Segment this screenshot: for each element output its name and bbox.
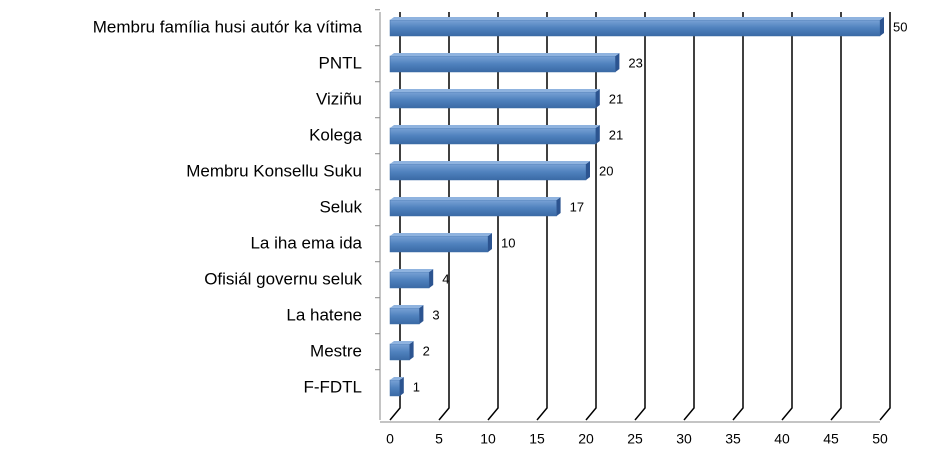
value-label: 20 bbox=[599, 163, 613, 178]
bar-side bbox=[595, 88, 600, 108]
value-label: 4 bbox=[442, 271, 449, 286]
x-tick-label: 45 bbox=[823, 431, 839, 447]
bar bbox=[389, 379, 401, 397]
y-tick-label: Kolega bbox=[309, 125, 362, 144]
bar-side bbox=[615, 52, 620, 72]
bar bbox=[389, 163, 587, 181]
x-tick-label: 0 bbox=[386, 431, 394, 447]
x-tick-label: 10 bbox=[480, 431, 496, 447]
bar-top bbox=[390, 52, 620, 56]
bar-top bbox=[390, 124, 600, 128]
y-tick-label: Ofisiál governu seluk bbox=[204, 269, 362, 288]
bar bbox=[389, 19, 881, 37]
x-tick-label: 35 bbox=[725, 431, 741, 447]
grid-line bbox=[781, 12, 793, 421]
bar-top bbox=[390, 17, 884, 20]
bar-side bbox=[880, 17, 884, 36]
bar bbox=[389, 91, 597, 109]
bar bbox=[389, 199, 557, 217]
bar-top bbox=[390, 268, 434, 272]
value-label: 23 bbox=[628, 55, 642, 70]
bar-top bbox=[390, 376, 404, 380]
value-label: 2 bbox=[423, 343, 430, 358]
bar-top bbox=[390, 196, 561, 200]
y-tick-label: F-FDTL bbox=[303, 377, 362, 396]
bar-side bbox=[586, 160, 590, 180]
y-tick-label: Viziñu bbox=[316, 89, 362, 108]
grid-line bbox=[879, 12, 891, 421]
bar-side bbox=[419, 304, 424, 324]
bar-side bbox=[399, 376, 404, 396]
x-tick-label: 50 bbox=[872, 431, 888, 447]
value-label: 1 bbox=[413, 379, 420, 394]
bar-side bbox=[556, 196, 561, 216]
x-tick-label: 25 bbox=[627, 431, 643, 447]
grid-line bbox=[732, 12, 744, 421]
value-label: 50 bbox=[893, 19, 907, 34]
value-label: 21 bbox=[609, 91, 623, 106]
value-label: 10 bbox=[501, 235, 515, 250]
bar bbox=[389, 235, 489, 253]
y-tick-label: La iha ema ida bbox=[250, 233, 362, 252]
bar bbox=[389, 307, 420, 325]
y-tick-label: La hatene bbox=[286, 305, 362, 324]
bar-side bbox=[409, 340, 414, 360]
bar-top bbox=[390, 232, 492, 236]
x-tick-label: 5 bbox=[435, 431, 443, 447]
bar-top bbox=[390, 88, 600, 92]
x-tick-label: 20 bbox=[578, 431, 594, 447]
x-tick-label: 40 bbox=[774, 431, 790, 447]
value-label: 21 bbox=[609, 127, 623, 142]
bar bbox=[389, 55, 616, 73]
grid-line bbox=[585, 12, 597, 421]
grid-line bbox=[634, 12, 646, 421]
bar bbox=[389, 271, 430, 289]
bar-side bbox=[595, 124, 600, 144]
value-label: 17 bbox=[570, 199, 584, 214]
grid-line bbox=[830, 12, 842, 421]
bar-top bbox=[390, 304, 424, 308]
bar-top bbox=[390, 340, 414, 344]
grid-line bbox=[683, 12, 695, 421]
bar-top bbox=[390, 160, 590, 164]
x-tick-label: 15 bbox=[529, 431, 545, 447]
bar-side bbox=[429, 268, 434, 288]
y-tick-label: Seluk bbox=[319, 197, 362, 216]
y-tick-label: Membru família husi autór ka vítima bbox=[93, 17, 363, 36]
bar-side bbox=[488, 232, 492, 252]
x-tick-label: 30 bbox=[676, 431, 692, 447]
y-tick-label: Membru Konsellu Suku bbox=[186, 161, 362, 180]
y-tick-label: Mestre bbox=[310, 341, 362, 360]
bar bbox=[389, 127, 597, 145]
bar bbox=[389, 343, 410, 361]
value-label: 3 bbox=[432, 307, 439, 322]
y-tick-label: PNTL bbox=[319, 53, 362, 72]
